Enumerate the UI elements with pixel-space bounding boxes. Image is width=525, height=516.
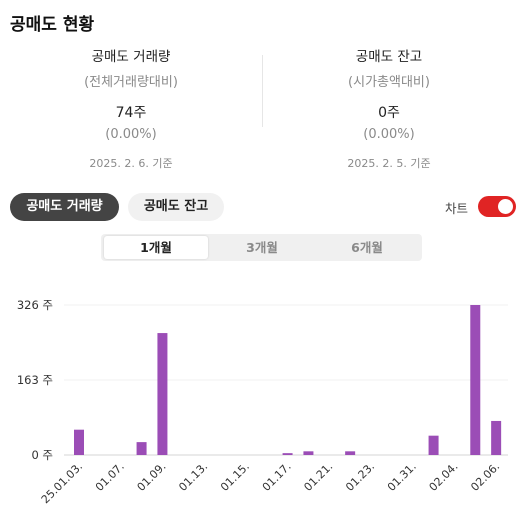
bar[interactable] <box>491 420 502 455</box>
short-volume-value: 74주 <box>115 105 147 121</box>
bar[interactable] <box>282 453 293 455</box>
bar[interactable] <box>470 305 481 455</box>
period-option-1m[interactable]: 1개월 <box>104 236 208 259</box>
x-tick-label: 01.31. <box>385 460 419 494</box>
short-balance-label: 공매도 잔고 <box>355 49 423 65</box>
chart-toggle-knob <box>498 199 513 214</box>
short-balance-basis: (시가총액대비) <box>348 75 430 90</box>
bar[interactable] <box>136 442 147 455</box>
short-volume-date: 2025. 2. 6. 기준 <box>89 157 173 170</box>
x-tick-label: 01.09. <box>135 460 169 494</box>
y-tick-label: 163 주 <box>17 373 53 387</box>
y-tick-label: 0 주 <box>31 448 53 462</box>
bar[interactable] <box>345 451 356 455</box>
tab-short-volume[interactable]: 공매도 거래량 <box>10 193 119 221</box>
short-balance-value: 0주 <box>378 105 400 121</box>
chart-toggle[interactable] <box>478 196 516 217</box>
x-tick-label: 01.15. <box>218 460 252 494</box>
summary-divider <box>262 55 263 127</box>
page-title: 공매도 현황 <box>10 15 95 35</box>
y-tick-label: 326 주 <box>17 298 53 312</box>
x-tick-label: 25.01.03. <box>39 460 85 506</box>
short-volume-basis: (전체거래량대비) <box>84 75 178 90</box>
short-balance-percent: (0.00%) <box>363 127 415 142</box>
short-balance-summary: 공매도 잔고 (시가총액대비) 0주 (0.00%) 2025. 2. 5. 기… <box>264 48 514 172</box>
x-tick-label: 01.21. <box>301 460 335 494</box>
x-tick-label: 01.13. <box>176 460 210 494</box>
period-selector: 1개월 3개월 6개월 <box>101 234 422 261</box>
bar[interactable] <box>74 429 84 455</box>
x-tick-label: 01.07. <box>93 460 127 494</box>
period-option-6m[interactable]: 6개월 <box>351 240 383 255</box>
bar[interactable] <box>428 435 439 455</box>
short-balance-date: 2025. 2. 5. 기준 <box>347 157 431 170</box>
short-volume-summary: 공매도 거래량 (전체거래량대비) 74주 (0.00%) 2025. 2. 6… <box>6 48 256 172</box>
period-option-3m[interactable]: 3개월 <box>246 240 278 255</box>
x-tick-label: 02.04. <box>427 460 461 494</box>
short-volume-percent: (0.00%) <box>105 127 157 142</box>
x-tick-label: 02.06. <box>468 460 502 494</box>
chart-toggle-label: 차트 <box>445 201 469 216</box>
bar[interactable] <box>157 333 168 455</box>
bar[interactable] <box>303 451 314 455</box>
x-tick-label: 01.23. <box>343 460 377 494</box>
x-tick-label: 01.17. <box>260 460 294 494</box>
short-volume-label: 공매도 거래량 <box>91 49 171 65</box>
tab-short-balance[interactable]: 공매도 잔고 <box>128 193 224 221</box>
